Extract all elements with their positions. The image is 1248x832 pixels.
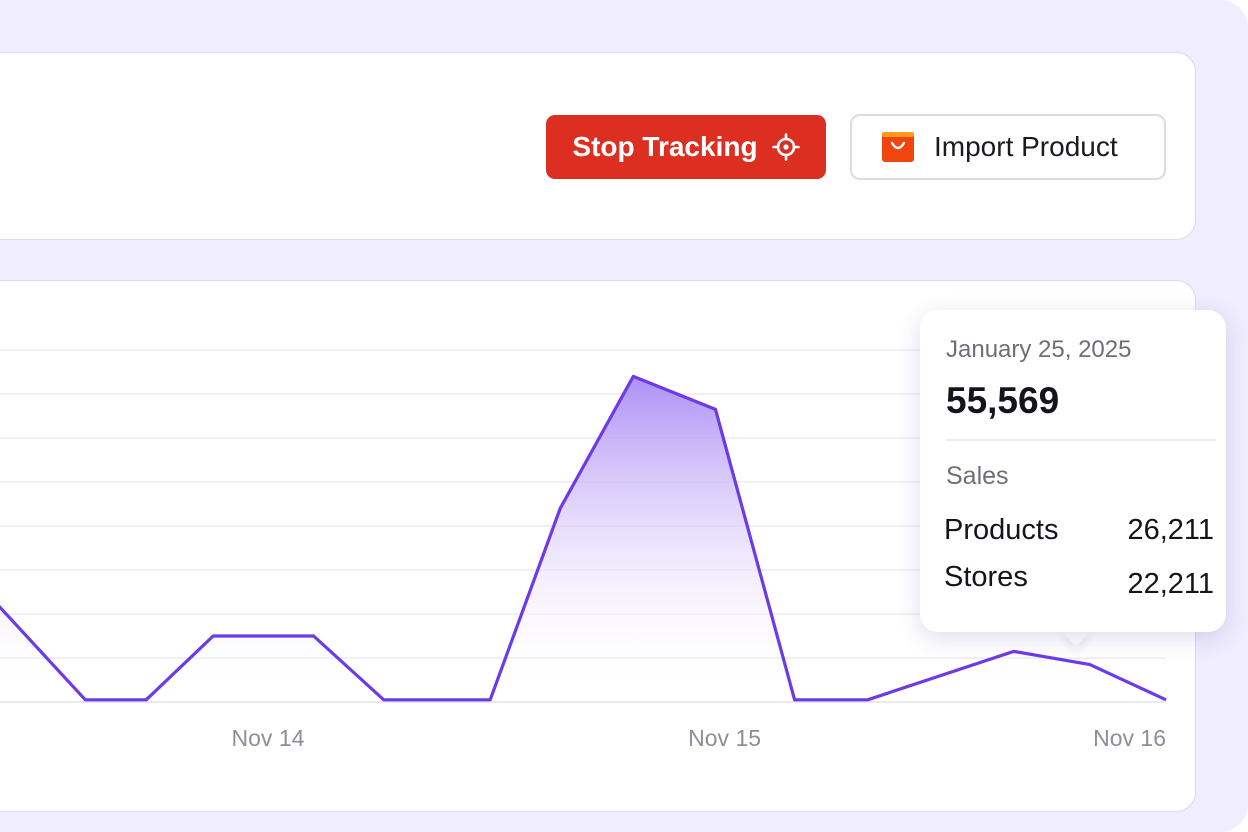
x-axis: Nov 14 Nov 15 Nov 16 [232,725,1166,751]
tooltip-products-label: Products [944,514,1059,546]
stop-tracking-label: Stop Tracking [572,131,758,162]
shopping-bag-icon [882,132,914,162]
chart-points [85,376,1167,700]
tooltip-stores-value: 22,211 [1127,568,1214,600]
stop-tracking-button[interactable]: Stop Tracking [546,115,826,179]
x-tick-label: Nov 16 [1093,725,1166,751]
tooltip-products-value: 26,211 [1127,514,1214,546]
sales-area [0,376,1166,702]
chart-tooltip: January 25, 2025 55,569 Sales Products 2… [920,310,1226,632]
crosshair-icon [771,133,800,161]
x-tick-label: Nov 15 [688,725,761,751]
x-tick-label: Nov 14 [232,725,305,751]
import-product-label: Import Product [934,131,1118,162]
tooltip-divider [946,439,1216,441]
tooltip-date: January 25, 2025 [946,336,1132,363]
tooltip-section-title: Sales [946,462,1009,490]
tooltip-total: 55,569 [946,380,1060,421]
import-product-button[interactable]: Import Product [850,114,1166,180]
tooltip-stores-label: Stores [944,561,1028,593]
